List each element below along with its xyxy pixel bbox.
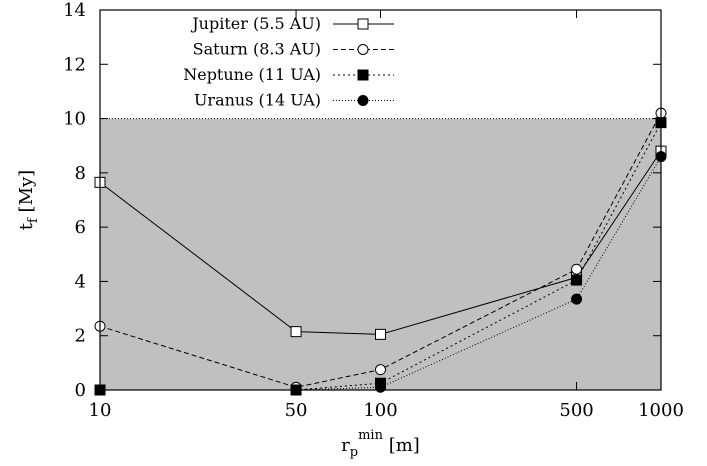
x-axis-label-sup: min: [358, 428, 383, 443]
data-point: [571, 293, 583, 305]
legend-marker: [357, 44, 369, 55]
x-axis-label-rest: [m]: [383, 435, 420, 456]
y-tick-label: 0: [75, 380, 86, 401]
y-tick-label: 8: [75, 163, 86, 184]
legend-marker: [357, 69, 369, 81]
y-tick-label: 4: [75, 271, 86, 292]
data-point: [290, 326, 302, 338]
y-tick-label: 6: [75, 217, 86, 238]
data-point: [571, 274, 583, 286]
x-tick-label: 50: [285, 400, 308, 421]
x-tick-label: 10: [89, 400, 112, 421]
y-axis-label: tf [My]: [16, 170, 41, 230]
tick-labels-layer: 0 2 4 6 8 10 12 14 10 50 100 500 1000: [63, 0, 684, 421]
y-axis-label-sub: f: [26, 217, 41, 223]
x-tick-label: 100: [363, 400, 397, 421]
legend-marker: [357, 95, 369, 106]
x-tick-label: 500: [559, 400, 593, 421]
y-axis-label-rest: [My]: [16, 170, 37, 218]
y-tick-label: 2: [75, 326, 86, 347]
data-point: [375, 328, 386, 340]
y-axis-label-main: t: [16, 222, 37, 230]
x-axis-label-main: r: [341, 435, 350, 456]
legend-label: Neptune (11 UA): [183, 65, 321, 84]
legend-label: Saturn (8.3 AU): [193, 40, 321, 59]
y-tick-label: 12: [63, 54, 86, 75]
x-axis-label: rpmin [m]: [341, 428, 420, 460]
data-point: [375, 364, 386, 376]
y-tick-label: 14: [63, 0, 86, 21]
legend-label: Uranus (14 UA): [194, 91, 321, 110]
series-layer: [94, 107, 667, 396]
x-tick-label: 1000: [638, 400, 684, 421]
legend-marker: [357, 18, 369, 30]
data-point: [571, 263, 583, 275]
legend: Jupiter (5.5 AU) Saturn (8.3 AU) Neptune (…: [183, 14, 394, 110]
shaded-region: [100, 118, 661, 391]
data-point: [375, 381, 386, 393]
plot-frame: [99, 9, 662, 391]
x-axis-label-sub: p: [350, 445, 358, 460]
shaded-region-layer: [100, 118, 661, 391]
y-tick-label: 10: [63, 109, 86, 130]
legend-label: Jupiter (5.5 AU): [190, 14, 321, 33]
